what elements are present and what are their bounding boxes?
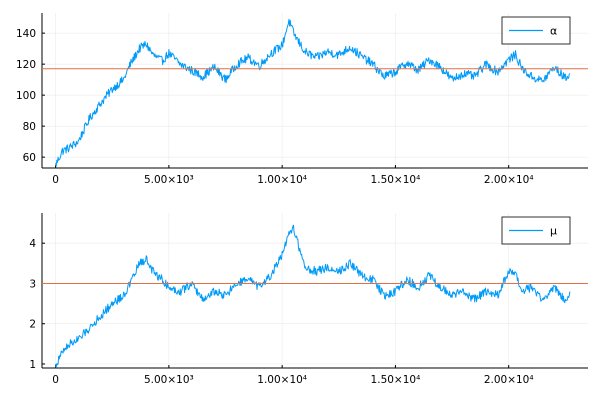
x-tick-label: 0 <box>52 374 59 386</box>
x-tick-label: 1.50×10⁴ <box>371 174 421 186</box>
y-tick-label: 80 <box>23 121 36 133</box>
x-tick-label: 1.00×10⁴ <box>257 374 307 386</box>
x-tick-label: 2.00×10⁴ <box>484 174 534 186</box>
y-tick-label: 120 <box>16 59 36 71</box>
x-tick-label: 1.00×10⁴ <box>257 174 307 186</box>
y-tick-label: 1 <box>29 359 36 371</box>
y-tick-label: 4 <box>29 238 36 250</box>
alpha-panel: 0 5.00×10³ 1.00×10⁴ 1.50×10⁴ 2.00×10⁴ 60 80 100… <box>16 13 588 186</box>
legend-label: α <box>550 25 557 38</box>
y-tick-label: 3 <box>29 278 36 290</box>
x-tick-label: 5.00×10³ <box>144 374 194 386</box>
legend-label: μ <box>550 225 557 238</box>
y-tick-label: 60 <box>23 152 36 164</box>
y-tick-label: 100 <box>16 90 36 102</box>
x-tick-label: 0 <box>52 174 59 186</box>
trace-line-mu <box>55 224 571 368</box>
mu-panel: 0 5.00×10³ 1.00×10⁴ 1.50×10⁴ 2.00×10⁴ 1 2 3 4 μ <box>29 213 588 386</box>
trace-line-alpha <box>55 18 571 167</box>
x-tick-label: 2.00×10⁴ <box>484 374 534 386</box>
x-tick-label: 1.50×10⁴ <box>371 374 421 386</box>
x-tick-label: 5.00×10³ <box>144 174 194 186</box>
y-tick-label: 140 <box>16 28 36 40</box>
y-tick-label: 2 <box>29 319 36 331</box>
